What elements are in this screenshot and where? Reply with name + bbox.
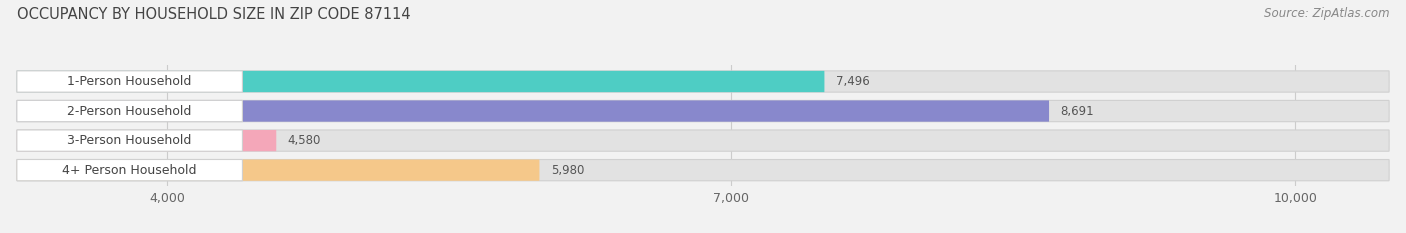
Text: 3-Person Household: 3-Person Household	[67, 134, 191, 147]
FancyBboxPatch shape	[17, 160, 540, 181]
FancyBboxPatch shape	[17, 71, 242, 92]
Text: 4,580: 4,580	[288, 134, 321, 147]
Text: 8,691: 8,691	[1060, 105, 1094, 117]
Text: 2-Person Household: 2-Person Household	[67, 105, 191, 117]
Text: Source: ZipAtlas.com: Source: ZipAtlas.com	[1264, 7, 1389, 20]
Text: OCCUPANCY BY HOUSEHOLD SIZE IN ZIP CODE 87114: OCCUPANCY BY HOUSEHOLD SIZE IN ZIP CODE …	[17, 7, 411, 22]
FancyBboxPatch shape	[17, 71, 824, 92]
FancyBboxPatch shape	[17, 130, 277, 151]
FancyBboxPatch shape	[17, 130, 1389, 151]
FancyBboxPatch shape	[17, 71, 1389, 92]
FancyBboxPatch shape	[17, 100, 1389, 122]
Text: 4+ Person Household: 4+ Person Household	[62, 164, 197, 177]
FancyBboxPatch shape	[17, 160, 242, 181]
Text: 5,980: 5,980	[551, 164, 583, 177]
Text: 7,496: 7,496	[835, 75, 869, 88]
Text: 1-Person Household: 1-Person Household	[67, 75, 191, 88]
FancyBboxPatch shape	[17, 130, 242, 151]
FancyBboxPatch shape	[17, 160, 1389, 181]
FancyBboxPatch shape	[17, 100, 242, 122]
FancyBboxPatch shape	[17, 100, 1049, 122]
